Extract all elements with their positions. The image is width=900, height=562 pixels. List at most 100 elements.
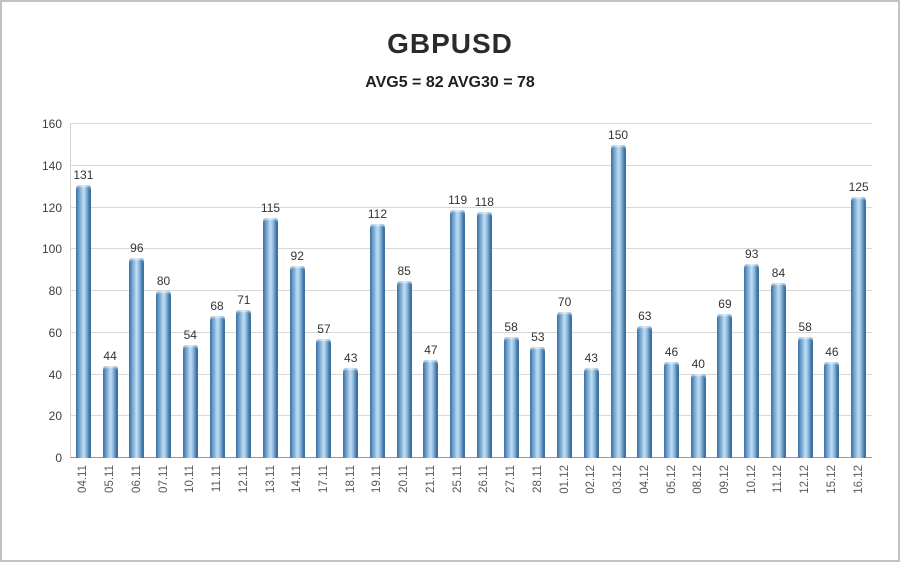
bar [610, 145, 626, 458]
x-axis-label-cell: 08.12 [685, 458, 712, 554]
y-axis-label: 140 [41, 158, 62, 173]
bar-value-label: 54 [183, 328, 197, 342]
bar [156, 291, 172, 458]
bar-value-label: 58 [504, 320, 518, 334]
bar-column: 46 [658, 124, 685, 458]
bar-value-label: 92 [290, 249, 304, 263]
bar [396, 281, 412, 458]
bar [209, 316, 225, 458]
x-axis-label: 18.11 [344, 465, 357, 493]
x-axis-label-cell: 02.12 [578, 458, 605, 554]
bar-column: 58 [498, 124, 525, 458]
x-axis-label: 13.11 [264, 465, 277, 493]
bar-value-label: 44 [103, 349, 117, 363]
bar [102, 366, 118, 458]
bar [530, 347, 546, 458]
bar [450, 210, 466, 458]
y-axis-label: 60 [48, 325, 62, 340]
bar-value-label: 115 [260, 201, 281, 215]
x-axis-label-cell: 17.11 [311, 458, 338, 554]
bar [369, 224, 385, 458]
x-axis-label: 14.11 [291, 465, 304, 493]
bar [423, 360, 439, 458]
bar-column: 84 [765, 124, 792, 458]
bar-column: 71 [230, 124, 257, 458]
bar-value-label: 150 [608, 128, 629, 142]
x-axis-label-cell: 16.12 [845, 458, 872, 554]
bar-value-label: 46 [825, 345, 839, 359]
bar-value-label: 118 [474, 195, 494, 209]
x-axis-label-cell: 05.12 [658, 458, 685, 554]
bar [637, 326, 653, 458]
bar [75, 185, 91, 458]
x-axis-label: 12.12 [799, 465, 812, 494]
bar-value-label: 112 [367, 207, 387, 221]
bar [583, 368, 599, 458]
bar-value-label: 80 [156, 274, 171, 288]
x-axis-label: 04.11 [77, 465, 90, 493]
x-axis-label-cell: 12.12 [792, 458, 819, 554]
y-axis-label: 0 [55, 451, 62, 465]
x-axis-label: 12.11 [237, 465, 250, 493]
bar-column: 40 [685, 124, 712, 458]
bar [797, 337, 813, 458]
bar-value-label: 119 [448, 193, 468, 207]
x-axis-label: 10.12 [745, 465, 758, 494]
x-axis-label-cell: 11.12 [765, 458, 792, 554]
bar-column: 43 [578, 124, 605, 458]
x-axis-label: 11.12 [772, 465, 785, 493]
gridline [70, 206, 872, 208]
gridline [70, 123, 872, 124]
bar-column: 92 [284, 124, 311, 458]
gridline [70, 248, 872, 250]
bar [129, 258, 145, 458]
bar [316, 339, 332, 458]
y-axis-label: 120 [41, 200, 62, 215]
bar-column: 68 [204, 124, 231, 458]
x-axis-label-cell: 09.12 [712, 458, 739, 554]
bar [476, 212, 492, 458]
y-axis-line [70, 124, 71, 458]
gridline [70, 373, 872, 375]
bar-column: 57 [311, 124, 338, 458]
bar-value-label: 69 [718, 297, 732, 311]
chart-title: GBPUSD [387, 28, 513, 59]
bar-column: 125 [845, 124, 872, 458]
gridline [70, 331, 872, 333]
bar [263, 218, 278, 458]
x-axis-label: 20.11 [398, 465, 411, 493]
bar-column: 131 [70, 124, 97, 458]
bar-column: 119 [444, 124, 471, 458]
bar-value-label: 43 [584, 351, 598, 365]
x-axis-label-cell: 07.11 [150, 458, 177, 554]
x-axis-label: 21.11 [424, 465, 437, 493]
x-axis-label: 09.12 [718, 465, 731, 494]
x-axis-label-cell: 13.11 [257, 458, 284, 554]
bar-column: 150 [605, 124, 632, 458]
bar [182, 345, 198, 458]
bar-column: 112 [364, 124, 391, 458]
x-axis-label-cell: 20.11 [391, 458, 418, 554]
bar-column: 96 [123, 124, 150, 458]
x-axis-label: 05.11 [104, 465, 117, 493]
y-axis-label: 80 [48, 284, 62, 298]
x-axis-label-cell: 06.11 [123, 458, 150, 554]
bar [770, 283, 786, 458]
x-axis-label-cell: 11.11 [204, 458, 231, 554]
y-axis-label: 20 [48, 409, 62, 424]
bar [236, 310, 252, 458]
x-axis-label-cell: 04.12 [631, 458, 658, 554]
x-axis-label: 15.12 [825, 465, 838, 494]
x-axis-label: 01.12 [558, 465, 571, 494]
chart-subtitle: AVG5 = 82 AVG30 = 78 [365, 74, 535, 91]
bar-column: 115 [257, 124, 284, 458]
bar-value-label: 96 [130, 241, 144, 255]
bar-value-label: 47 [424, 343, 438, 357]
bar [744, 264, 760, 458]
x-axis-label: 07.11 [157, 465, 170, 493]
bar-column: 58 [792, 124, 819, 458]
bar-value-label: 84 [771, 266, 786, 280]
x-axis-label: 10.11 [184, 465, 197, 493]
x-axis-label-cell: 05.11 [97, 458, 124, 554]
x-axis-label-cell: 15.12 [819, 458, 846, 554]
